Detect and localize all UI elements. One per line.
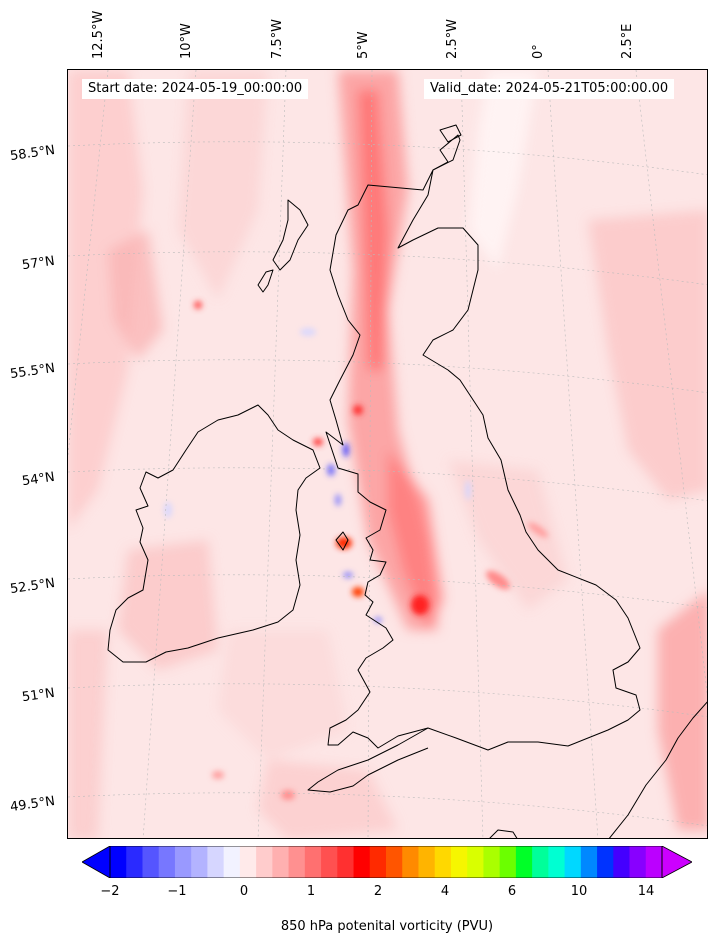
- colorbar-tick: 0: [239, 884, 249, 899]
- lon-label-10w: 10°W: [179, 23, 194, 59]
- colorbar-cell: [548, 846, 565, 878]
- colorbar-tick: 10: [570, 884, 588, 899]
- lon-label-0: 0°: [531, 44, 546, 59]
- lat-label-54n: 54°N: [21, 469, 56, 490]
- colorbar-cell: [629, 846, 647, 878]
- colorbar-tick: 2: [373, 884, 383, 899]
- lon-label-2.5e: 2.5°E: [620, 23, 635, 59]
- colorbar-cell: [386, 846, 403, 878]
- coastlines: [107, 124, 707, 838]
- colorbar-cell: [434, 846, 452, 878]
- lat-label-55.5n: 55.5°N: [9, 360, 56, 383]
- colorbar-cell: [353, 846, 371, 878]
- colorbar-cell: [321, 846, 338, 878]
- colorbar-cell: [110, 846, 127, 878]
- valid-date-label: Valid_date: 2024-05-21T05:00:00.00: [424, 79, 675, 99]
- lon-label-12.5w: 12.5°W: [91, 10, 106, 59]
- colorbar-tick: 1: [306, 884, 316, 899]
- colorbar-tick: 4: [440, 884, 450, 899]
- colorbar-cell: [256, 846, 273, 878]
- lon-label-7.5w: 7.5°W: [270, 18, 285, 59]
- colorbar: [82, 846, 692, 878]
- lat-label-58.5n: 58.5°N: [9, 142, 56, 165]
- colorbar-over-arrow: [661, 846, 692, 878]
- colorbar-cell: [499, 846, 517, 878]
- colorbar-cell: [467, 846, 484, 878]
- colorbar-cell: [645, 846, 663, 878]
- colorbar-cell: [272, 846, 289, 878]
- graticule: [68, 70, 707, 838]
- lon-label-5w: 5°W: [356, 31, 371, 59]
- colorbar-cell: [288, 846, 306, 878]
- colorbar-cell: [223, 846, 241, 878]
- colorbar-cell: [483, 846, 501, 878]
- colorbar-cell: [239, 846, 257, 878]
- lat-label-51n: 51°N: [21, 685, 56, 706]
- colorbar-under-arrow: [82, 846, 111, 878]
- colorbar-cell: [564, 846, 582, 878]
- colorbar-cell: [142, 846, 160, 878]
- lon-label-2.5w: 2.5°W: [445, 18, 460, 59]
- colorbar-tick: −2: [100, 884, 120, 899]
- lat-label-57n: 57°N: [21, 253, 56, 274]
- colorbar-cell: [418, 846, 436, 878]
- lat-label-52.5n: 52.5°N: [9, 575, 56, 598]
- pv-shading: [68, 70, 707, 838]
- colorbar-title: 850 hPa potenital vorticity (PVU): [280, 919, 494, 934]
- colorbar-cell: [450, 846, 468, 878]
- colorbar-cell: [613, 846, 630, 878]
- colorbar-cell: [174, 846, 192, 878]
- colorbar-cell: [207, 846, 225, 878]
- map-panel[interactable]: [67, 69, 708, 839]
- colorbar-cell: [597, 846, 614, 878]
- colorbar-cell: [515, 846, 533, 878]
- colorbar-cell: [369, 846, 387, 878]
- colorbar-tick: 6: [507, 884, 517, 899]
- colorbar-tick: −1: [167, 884, 187, 899]
- colorbar-cell: [532, 846, 549, 878]
- colorbar-tick: 14: [637, 884, 655, 899]
- colorbar-cell: [304, 846, 322, 878]
- colorbar-cell: [580, 846, 598, 878]
- colorbar-cell: [402, 846, 419, 878]
- colorbar-cell: [126, 846, 143, 878]
- lat-label-49.5n: 49.5°N: [9, 793, 56, 816]
- colorbar-cell: [158, 846, 176, 878]
- start-date-label: Start date: 2024-05-19_00:00:00: [82, 79, 309, 99]
- colorbar-cell: [337, 846, 354, 878]
- colorbar-cell: [191, 846, 208, 878]
- pv-field: [68, 70, 707, 838]
